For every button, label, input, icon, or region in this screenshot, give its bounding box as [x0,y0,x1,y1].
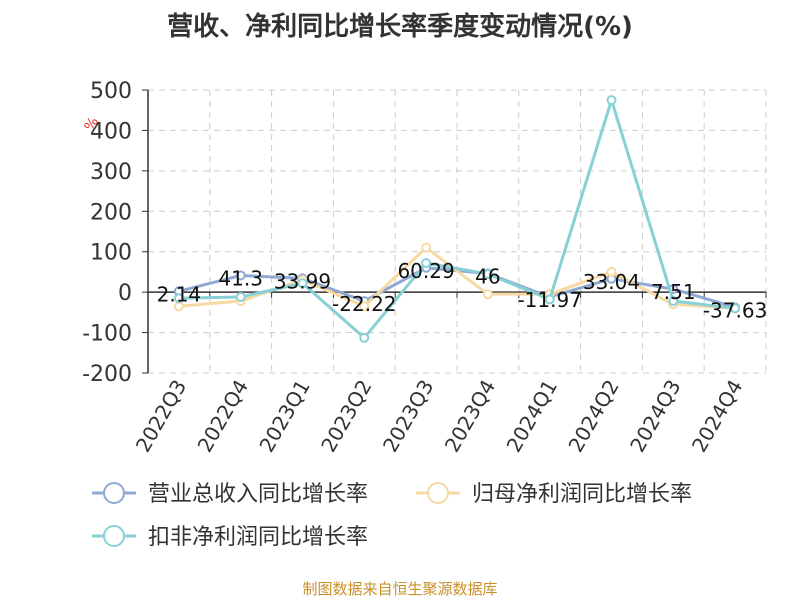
data-point [730,303,741,314]
data-label: -11.97 [517,288,581,312]
series-lines [173,95,741,343]
x-tick-label: 2024Q4 [687,376,747,457]
y-tick-label: 100 [90,241,132,266]
data-label: 33.99 [274,269,331,293]
data-point [235,270,246,281]
x-tick-labels: 2022Q3 2022Q4 2023Q1 2023Q2 2023Q3 2023Q4 2024… [131,376,748,457]
data-point [359,301,370,312]
data-point [544,294,555,305]
y-tick-label: 0 [118,281,132,306]
legend-label: 营业总收入同比增长率 [148,482,368,507]
data-label: 2.14 [157,282,202,306]
data-label: 41.3 [218,266,263,290]
data-label: 33.04 [583,270,640,294]
x-tick-label: 2023Q2 [316,376,376,457]
chart-title: 营收、净利同比增长率季度变动情况(%) [167,12,633,42]
legend-marker [103,482,125,504]
data-point [421,258,432,269]
data-point [297,278,308,289]
legend-marker [427,482,449,504]
x-tick-label: 2024Q1 [502,376,562,457]
y-tick-label: -200 [82,362,132,387]
data-point [606,95,617,106]
x-tick-label: 2023Q4 [440,376,500,457]
legend-item[interactable]: 归母净利润同比增长率 [416,482,692,507]
x-tick-label: 2023Q3 [378,376,438,457]
data-point [482,289,493,300]
data-point [606,266,617,277]
data-point [235,291,246,302]
legend-item[interactable]: 营业总收入同比增长率 [92,482,368,507]
data-label: 46 [475,265,500,289]
x-tick-label: 2022Q4 [193,376,253,457]
legend-item[interactable]: 扣非净利润同比增长率 [92,525,368,550]
data-label: 60.29 [397,259,454,283]
y-tick-labels: 500 400 300 200 100 0 -100 -200 [82,79,132,387]
y-tick-label: -100 [82,322,132,347]
data-point [482,268,493,279]
x-tick-label: 2023Q1 [254,376,314,457]
source-footer: 制图数据来自恒生聚源数据库 [302,580,498,598]
y-tick-label: 300 [90,160,132,185]
x-tick-label: 2022Q3 [131,376,191,457]
y-tick-label: 400 [90,119,132,144]
y-tick-label: 200 [90,200,132,225]
legend-marker [103,525,125,547]
data-label: -22.22 [332,292,396,316]
data-label: 7.51 [651,280,696,304]
data-point [173,293,184,304]
data-point [359,332,370,343]
series-line [178,98,736,340]
x-tick-label: 2024Q3 [625,376,685,457]
data-point [421,242,432,253]
y-tick-label: 500 [90,79,132,104]
axes [142,89,767,374]
data-label: -37.63 [703,298,767,322]
x-tick-label: 2024Q2 [563,376,623,457]
legend-label: 扣非净利润同比增长率 [148,525,368,550]
data-point [668,296,679,307]
legend-label: 归母净利润同比增长率 [472,482,692,507]
grid-lines [148,89,767,374]
